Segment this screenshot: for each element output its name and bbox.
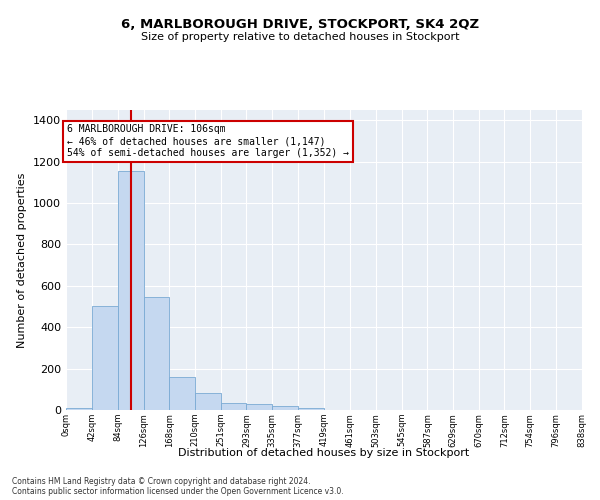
Bar	[143, 297, 169, 410]
Text: Contains HM Land Registry data © Crown copyright and database right 2024.: Contains HM Land Registry data © Crown c…	[12, 478, 311, 486]
Y-axis label: Number of detached properties: Number of detached properties	[17, 172, 28, 348]
Text: 6 MARLBOROUGH DRIVE: 106sqm
← 46% of detached houses are smaller (1,147)
54% of : 6 MARLBOROUGH DRIVE: 106sqm ← 46% of det…	[67, 124, 349, 158]
Bar	[92, 306, 118, 410]
Text: Size of property relative to detached houses in Stockport: Size of property relative to detached ho…	[141, 32, 459, 42]
Bar	[221, 403, 247, 410]
Bar	[196, 394, 221, 410]
Bar	[169, 377, 196, 410]
Bar	[247, 404, 272, 410]
Text: Distribution of detached houses by size in Stockport: Distribution of detached houses by size …	[178, 448, 470, 458]
Bar	[118, 171, 143, 410]
Text: Contains public sector information licensed under the Open Government Licence v3: Contains public sector information licen…	[12, 488, 344, 496]
Bar	[66, 408, 92, 410]
Bar	[298, 408, 324, 410]
Text: 6, MARLBOROUGH DRIVE, STOCKPORT, SK4 2QZ: 6, MARLBOROUGH DRIVE, STOCKPORT, SK4 2QZ	[121, 18, 479, 30]
Bar	[272, 406, 298, 410]
